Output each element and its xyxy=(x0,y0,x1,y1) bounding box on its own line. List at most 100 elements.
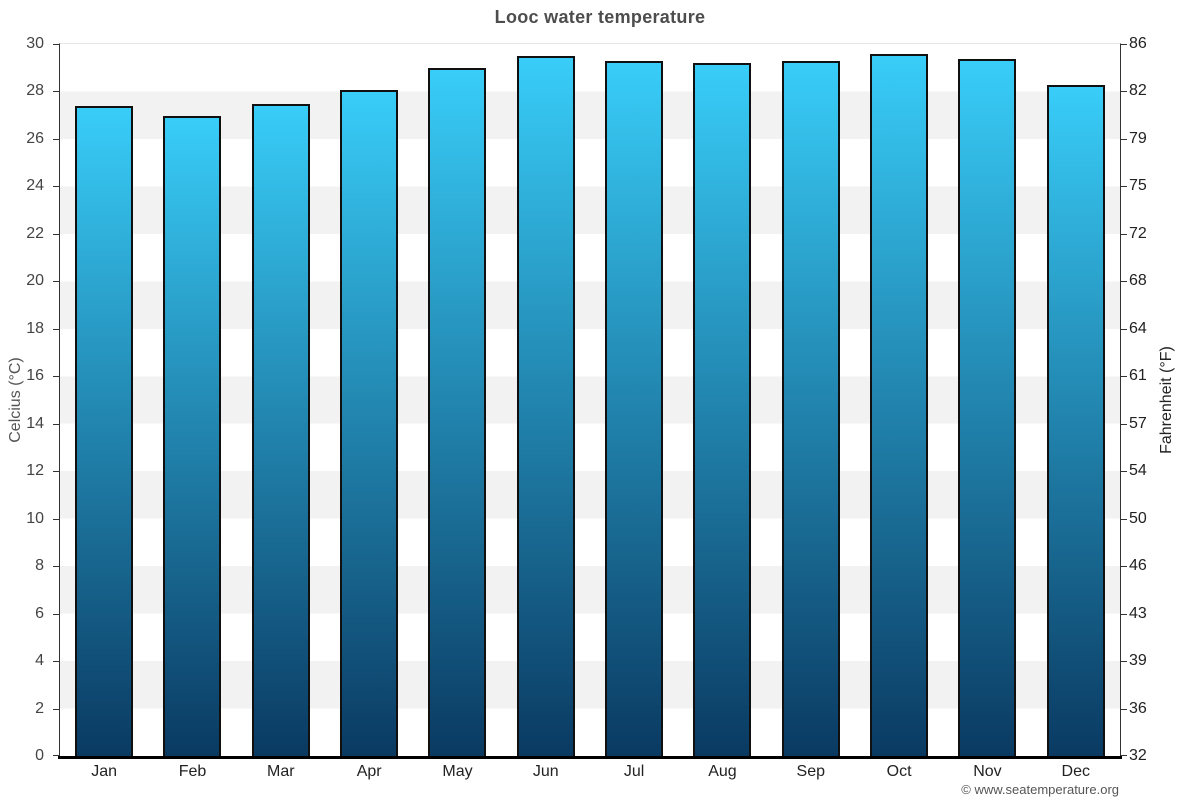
axis-tick-mark xyxy=(53,661,59,663)
fahrenheit-tick-label: 79 xyxy=(1129,129,1147,147)
axis-tick-mark xyxy=(1121,281,1127,283)
celsius-tick-label: 10 xyxy=(26,509,44,527)
celsius-tick-label: 8 xyxy=(35,557,44,575)
axis-tick-mark xyxy=(53,91,59,93)
axis-tick-mark xyxy=(53,613,59,615)
month-slot: Jul xyxy=(590,762,678,788)
celsius-tick-label: 6 xyxy=(35,604,44,622)
month-slot: Mar xyxy=(237,762,325,788)
fahrenheit-tick-label: 61 xyxy=(1129,367,1147,385)
plot-area: 30 28 26 24 22 20 18 16 14 12 10 8 6 4 2 0 86 82 79 75 72 68… xyxy=(7,35,1175,780)
month-slot: Sep xyxy=(767,762,855,788)
axis-tick-mark xyxy=(1121,138,1127,140)
axis-tick-mark xyxy=(1121,708,1127,710)
month-slot: May xyxy=(413,762,501,788)
bars-container xyxy=(60,44,1120,756)
axis-tick-mark xyxy=(53,44,59,45)
celsius-tick-label: 4 xyxy=(35,652,44,670)
month-slot: Apr xyxy=(325,762,413,788)
bar-sep[interactable] xyxy=(781,61,840,756)
axis-tick-mark xyxy=(1121,423,1127,425)
bar-jan[interactable] xyxy=(75,106,134,756)
celsius-tick-label: 28 xyxy=(26,82,44,100)
month-slot: Jun xyxy=(502,762,590,788)
month-labels-row: Jan Feb Mar Apr May Jun Jul Aug Sep Oct Nov Dec xyxy=(60,762,1120,788)
fahrenheit-tick-label: 82 xyxy=(1129,82,1147,100)
bar-jul[interactable] xyxy=(605,61,664,756)
celsius-tick-label: 20 xyxy=(26,272,44,290)
axis-tick-mark xyxy=(53,376,59,378)
bar-slot xyxy=(590,44,678,756)
bar-slot xyxy=(1032,44,1120,756)
bar-may[interactable] xyxy=(428,68,487,756)
axis-tick-mark xyxy=(1121,91,1127,93)
axis-tick-mark xyxy=(1121,471,1127,473)
axis-tick-mark xyxy=(1121,661,1127,663)
bar-feb[interactable] xyxy=(163,115,222,756)
axis-tick-mark xyxy=(1121,328,1127,330)
axis-tick-mark xyxy=(53,518,59,520)
month-label-oct: Oct xyxy=(886,763,912,780)
footer-credit-link[interactable]: © www.seatemperature.org xyxy=(961,782,1119,797)
bar-slot xyxy=(413,44,501,756)
fahrenheit-tick-label: 50 xyxy=(1129,509,1147,527)
month-label-jul: Jul xyxy=(623,763,645,780)
axis-tick-mark xyxy=(1121,186,1127,188)
month-slot: Nov xyxy=(943,762,1031,788)
bar-jun[interactable] xyxy=(516,56,575,756)
bar-nov[interactable] xyxy=(958,58,1017,756)
month-label-jan: Jan xyxy=(91,763,118,780)
fahrenheit-axis-labels: 86 82 79 75 72 68 64 61 57 54 50 46 43 39 36 32 xyxy=(1120,35,1180,764)
month-label-aug: Aug xyxy=(708,763,737,780)
fahrenheit-tick-label: 64 xyxy=(1129,319,1147,337)
axis-tick-mark xyxy=(1121,233,1127,235)
axis-tick-mark xyxy=(53,138,59,140)
axis-tick-mark xyxy=(53,281,59,283)
bar-dec[interactable] xyxy=(1046,84,1105,756)
month-slot: Dec xyxy=(1032,762,1120,788)
fahrenheit-tick-label: 54 xyxy=(1129,462,1147,480)
celsius-tick-label: 16 xyxy=(26,367,44,385)
bar-slot xyxy=(237,44,325,756)
bar-mar[interactable] xyxy=(251,103,310,756)
month-label-jun: Jun xyxy=(532,763,559,780)
fahrenheit-tick-label: 68 xyxy=(1129,272,1147,290)
bar-slot xyxy=(60,44,148,756)
celsius-tick-label: 2 xyxy=(35,699,44,717)
celsius-tick-label: 14 xyxy=(26,414,44,432)
axis-tick-mark xyxy=(1121,518,1127,520)
fahrenheit-tick-label: 32 xyxy=(1129,747,1147,764)
bar-slot xyxy=(943,44,1031,756)
axis-tick-mark xyxy=(53,471,59,473)
celsius-tick-label: 18 xyxy=(26,319,44,337)
axis-tick-mark xyxy=(53,233,59,235)
axis-tick-mark xyxy=(53,186,59,188)
axis-tick-mark xyxy=(1121,613,1127,615)
fahrenheit-tick-label: 36 xyxy=(1129,699,1147,717)
month-label-nov: Nov xyxy=(973,763,1002,780)
bar-slot xyxy=(148,44,236,756)
celsius-tick-label: 30 xyxy=(26,35,44,52)
axis-tick-mark xyxy=(1121,376,1127,378)
month-label-feb: Feb xyxy=(178,763,207,780)
bar-aug[interactable] xyxy=(693,63,752,756)
celsius-tick-label: 12 xyxy=(26,462,44,480)
bar-slot xyxy=(855,44,943,756)
bar-oct[interactable] xyxy=(870,53,929,756)
bar-slot xyxy=(325,44,413,756)
month-label-apr: Apr xyxy=(356,763,382,780)
fahrenheit-tick-label: 43 xyxy=(1129,604,1147,622)
month-label-mar: Mar xyxy=(267,763,295,780)
axis-tick-mark xyxy=(53,328,59,330)
month-slot: Feb xyxy=(148,762,236,788)
bar-apr[interactable] xyxy=(340,89,399,756)
x-axis-line xyxy=(58,756,1122,759)
axis-tick-mark xyxy=(1121,566,1127,568)
celsius-tick-label: 24 xyxy=(26,177,44,195)
celsius-tick-label: 0 xyxy=(35,747,44,764)
celsius-tick-label: 26 xyxy=(26,129,44,147)
fahrenheit-tick-label: 86 xyxy=(1129,35,1147,52)
month-label-dec: Dec xyxy=(1061,763,1090,780)
fahrenheit-tick-label: 46 xyxy=(1129,557,1147,575)
axis-tick-mark xyxy=(53,423,59,425)
